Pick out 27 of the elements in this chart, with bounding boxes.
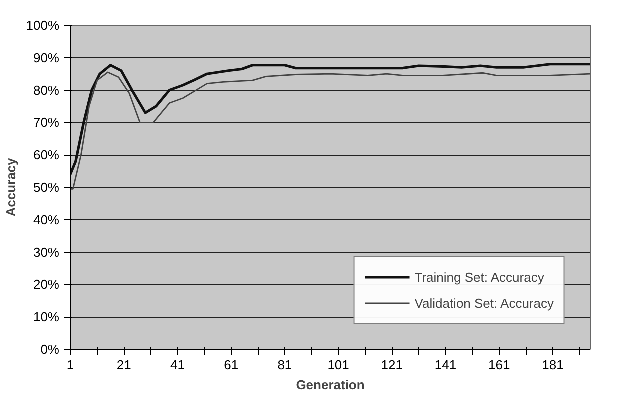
legend-label: Training Set: Accuracy [414, 270, 544, 284]
y-tick-label: 20% [33, 277, 60, 292]
x-tick-label: 161 [488, 358, 510, 372]
y-tick-label: 50% [33, 180, 60, 195]
y-tick-label: 60% [33, 148, 60, 163]
y-tick-label: 10% [33, 310, 60, 325]
x-tick-label: 121 [381, 358, 404, 372]
x-tick-label: 181 [542, 358, 564, 372]
line-series [70, 72, 590, 190]
y-tick-label: 40% [33, 212, 60, 228]
x-tick-label: 61 [224, 358, 239, 372]
y-tick-label: 30% [33, 244, 60, 260]
y-tick-label: 100% [26, 18, 60, 33]
x-tick-label: 101 [328, 358, 350, 372]
x-tick-label: 21 [116, 358, 132, 372]
y-tick-label: 0% [40, 342, 60, 357]
y-tick-label: 70% [33, 115, 60, 130]
x-tick-label: 81 [278, 358, 292, 372]
y-tick-label: 90% [33, 50, 60, 66]
y-tick-label: 80% [33, 82, 60, 98]
legend-label: Validation Set: Accuracy [414, 296, 554, 310]
y-axis-title: Accuracy [3, 157, 18, 217]
line-series [70, 63, 590, 176]
x-tick-label: 1 [66, 358, 74, 372]
x-axis-title: Generation [296, 378, 365, 392]
x-tick-label: 41 [170, 358, 185, 372]
x-tick-label: 141 [434, 358, 457, 372]
